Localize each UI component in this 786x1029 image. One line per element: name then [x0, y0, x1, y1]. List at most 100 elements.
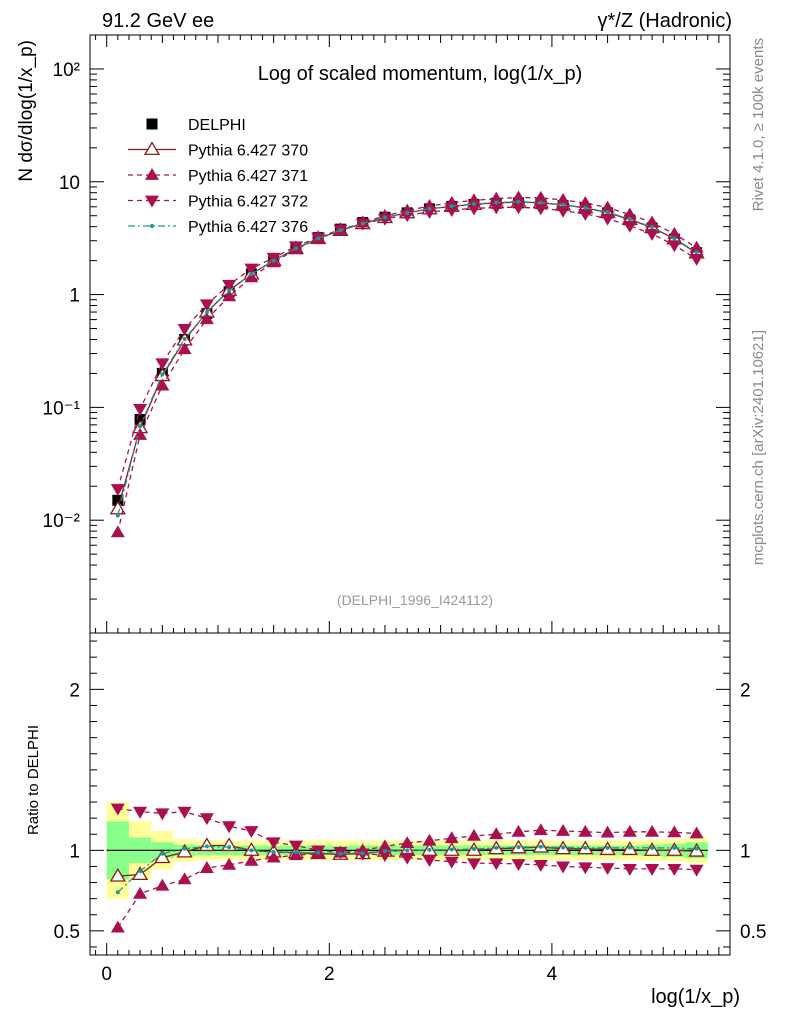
data-point-triangle-up-open — [109, 867, 126, 882]
data-point-triangle-down — [244, 826, 259, 839]
data-point-triangle-up — [689, 240, 704, 253]
data-point-triangle-down — [645, 229, 660, 241]
data-point-triangle-up — [578, 196, 593, 208]
y-tick-label: 10⁻² — [43, 511, 81, 532]
data-point-dot — [694, 846, 699, 851]
data-point-triangle-up — [155, 878, 170, 891]
legend-label: Pythia 6.427 370 — [188, 143, 308, 160]
data-point-triangle-down — [266, 837, 281, 850]
rivet-label: Rivet 4.1.0, ≥ 100k events — [750, 38, 767, 211]
data-point-triangle-down — [578, 208, 593, 221]
data-point-triangle-down — [222, 821, 237, 834]
data-point-triangle-down — [578, 862, 593, 875]
data-point-triangle-up-open — [143, 141, 161, 156]
x-axis-label: log(1/x_p) — [651, 986, 740, 1008]
data-point-dot — [115, 890, 120, 895]
data-point-dot — [561, 202, 566, 207]
data-point-triangle-up — [578, 824, 593, 837]
data-point-triangle-up — [444, 831, 459, 844]
data-point-triangle-down — [689, 864, 704, 877]
data-point-dot — [382, 849, 387, 854]
data-point-triangle-down — [533, 203, 548, 216]
data-point-triangle-down — [600, 863, 615, 876]
data-point-dot — [204, 844, 209, 849]
data-point-triangle-up — [244, 853, 259, 866]
y-tick-label: 10² — [53, 60, 80, 81]
data-point-dot — [627, 845, 632, 850]
data-point-triangle-up — [667, 226, 682, 239]
data-point-triangle-down — [133, 403, 148, 416]
data-point-triangle-down — [377, 850, 392, 863]
data-point-triangle-down — [133, 806, 148, 819]
data-point-dot — [182, 846, 187, 851]
data-point-triangle-up-open — [176, 843, 193, 858]
data-point-dot — [360, 221, 365, 226]
ratio-tick-label: 0.5 — [54, 922, 80, 943]
data-point-dot — [472, 847, 476, 852]
data-point-dot — [449, 204, 454, 209]
data-point-dot — [672, 845, 677, 850]
data-point-triangle-up — [155, 378, 170, 391]
data-point-dot — [494, 845, 499, 850]
data-point-triangle-up — [177, 872, 192, 885]
data-point-triangle-down — [444, 856, 459, 869]
data-point-dot — [271, 258, 276, 263]
data-point-triangle-down — [645, 863, 660, 876]
data-point-triangle-up — [133, 427, 148, 440]
data-point-triangle-up — [422, 833, 437, 846]
data-point-triangle-down — [489, 202, 504, 215]
data-point-triangle-up-open — [154, 849, 171, 864]
data-point-triangle-down — [467, 858, 481, 871]
data-point-triangle-down — [145, 195, 159, 208]
data-point-triangle-down — [199, 299, 214, 312]
data-point-triangle-down — [155, 358, 170, 371]
ratio-tick-label: 2 — [69, 680, 80, 701]
data-point-dot — [538, 200, 543, 205]
data-point-triangle-down — [622, 220, 637, 233]
y-tick-label: 10⁻¹ — [43, 398, 81, 419]
ratio-tick-label-right: 0.5 — [740, 922, 766, 943]
data-point-triangle-up — [667, 825, 682, 838]
watermark-label: (DELPHI_1996_I424112) — [337, 592, 493, 608]
data-point-triangle-up — [645, 215, 660, 228]
data-point-triangle-down — [556, 861, 571, 874]
ratio-plot-frame — [89, 632, 731, 956]
data-point-dot — [115, 513, 120, 518]
data-point-dot — [427, 206, 432, 211]
data-point-triangle-up — [467, 193, 481, 206]
data-point-dot — [672, 236, 677, 241]
data-point-triangle-up — [645, 824, 660, 837]
data-point-triangle-down — [556, 205, 571, 218]
data-point-triangle-up — [600, 200, 615, 213]
series-pythia-372 — [110, 202, 704, 877]
data-point-triangle-down — [689, 254, 704, 266]
y-tick-label: 10 — [59, 173, 80, 194]
data-point-triangle-up — [110, 920, 125, 933]
ratio-series-line — [117, 807, 697, 871]
data-point-triangle-up — [145, 168, 159, 180]
data-point-dot — [472, 202, 476, 207]
data-point-triangle-up — [377, 839, 392, 852]
series-line — [117, 201, 697, 510]
data-point-dot — [605, 210, 610, 215]
series-line — [117, 201, 697, 516]
chart-title: Log of scaled momentum, log(1/x_p) — [258, 63, 583, 85]
y-axis-label: N dσ/dlog(1/x_p) — [16, 40, 37, 182]
data-point-triangle-down — [489, 858, 504, 871]
data-point-triangle-up — [110, 525, 125, 538]
data-point-triangle-down — [110, 484, 125, 497]
data-point-delphi — [146, 118, 158, 130]
data-point-triangle-up — [622, 824, 637, 837]
data-point-triangle-up — [222, 857, 237, 870]
data-point-triangle-down — [110, 803, 125, 816]
data-point-triangle-down — [467, 203, 481, 216]
data-point-triangle-down — [511, 202, 526, 215]
data-point-triangle-up — [467, 828, 481, 841]
mcplots-label: mcplots.cern.ch [arXiv:2401.10621] — [750, 330, 767, 565]
series-pythia-370 — [109, 193, 705, 882]
data-point-triangle-down — [400, 852, 415, 865]
ratio-tick-label: 1 — [69, 841, 80, 862]
data-point-dot — [227, 288, 232, 293]
data-point-delphi — [112, 494, 124, 506]
